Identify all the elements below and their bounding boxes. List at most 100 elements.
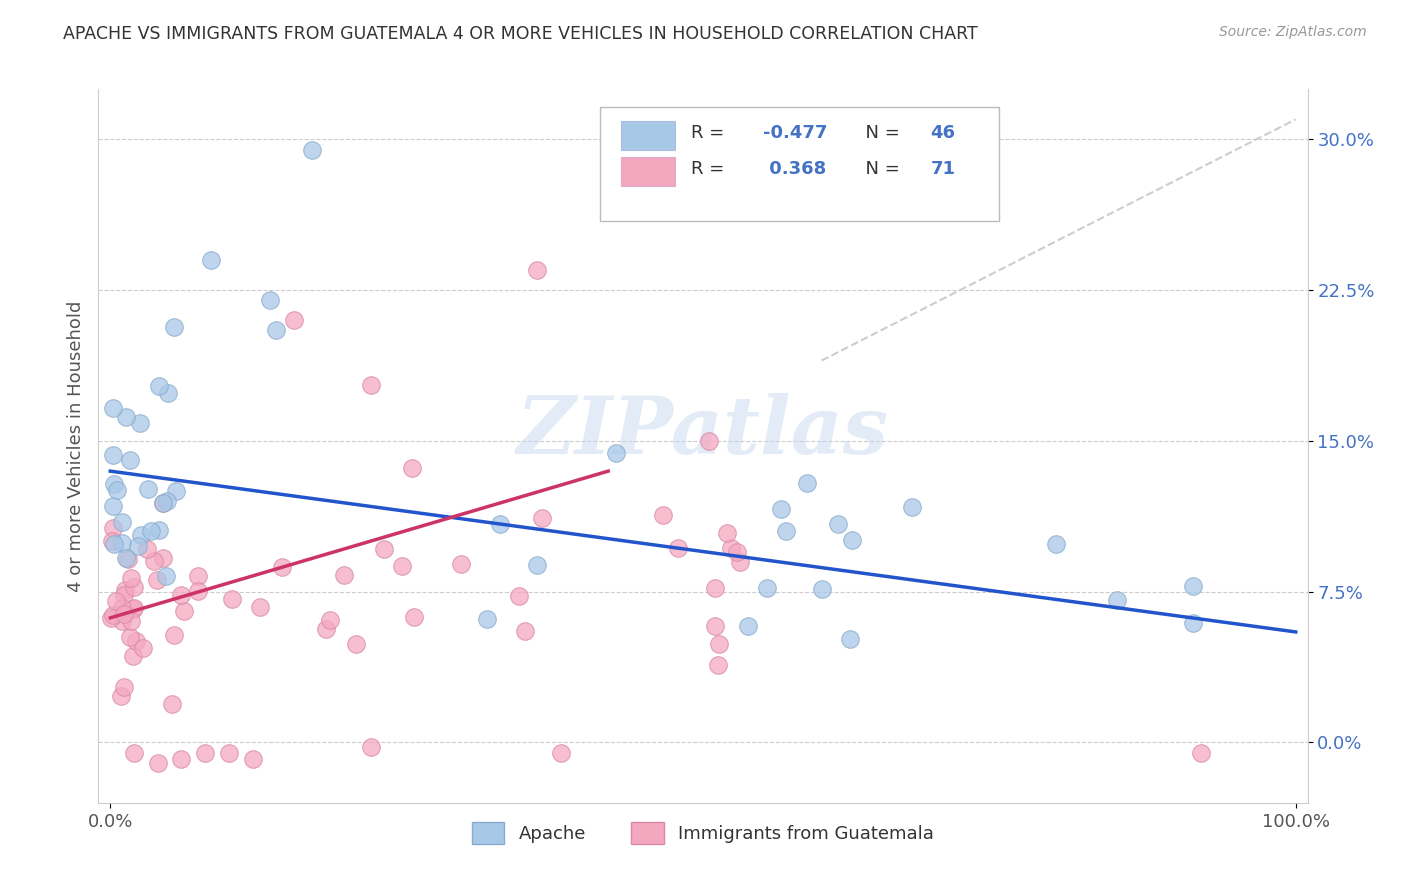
Point — [839, 632, 862, 647]
Bar — [621, 121, 675, 150]
Point — [531, 510, 554, 524]
Point — [100, 533, 122, 548]
Point — [652, 508, 675, 522]
Point — [221, 591, 243, 606]
Point — [796, 475, 818, 490]
Point — [401, 460, 423, 475]
Point — [111, 536, 134, 550]
Point — [187, 569, 209, 583]
Point — [122, 580, 145, 594]
Text: ZIPatlas: ZIPatlas — [517, 393, 889, 470]
Point — [475, 612, 498, 626]
Point — [118, 630, 141, 644]
Point — [107, 483, 129, 498]
Point — [115, 410, 138, 425]
Point — [725, 545, 748, 559]
Point — [170, 588, 193, 602]
Point — [112, 681, 135, 695]
Point — [103, 476, 125, 491]
Point — [156, 385, 179, 400]
Legend: Apache, Immigrants from Guatemala: Apache, Immigrants from Guatemala — [464, 814, 942, 851]
Point — [550, 746, 572, 760]
Point — [120, 571, 142, 585]
Point — [315, 622, 337, 636]
Point — [110, 690, 132, 704]
Point — [242, 751, 264, 765]
Point — [152, 496, 174, 510]
Point — [707, 658, 730, 673]
Point — [200, 253, 222, 268]
Point — [259, 293, 281, 308]
Point — [101, 448, 124, 462]
Text: Source: ZipAtlas.com: Source: ZipAtlas.com — [1219, 25, 1367, 39]
Text: 71: 71 — [931, 161, 955, 178]
Point — [100, 611, 122, 625]
Point — [319, 613, 342, 627]
Point — [373, 541, 395, 556]
Point — [152, 496, 174, 510]
Point — [1045, 537, 1067, 551]
Point — [770, 501, 793, 516]
Point — [526, 558, 548, 572]
Point — [737, 618, 759, 632]
Point — [118, 453, 141, 467]
Point — [146, 756, 169, 770]
Point — [1189, 746, 1212, 760]
Point — [450, 558, 472, 572]
Point — [811, 582, 834, 596]
Point — [136, 541, 159, 556]
Point — [104, 593, 127, 607]
Text: 0.368: 0.368 — [763, 161, 827, 178]
Point — [194, 746, 217, 760]
Point — [132, 641, 155, 656]
Point — [143, 554, 166, 568]
Point — [526, 263, 548, 277]
Point — [122, 649, 145, 664]
Point — [110, 600, 132, 615]
Point — [515, 624, 537, 639]
Point — [707, 637, 730, 651]
Point — [1105, 593, 1128, 607]
Point — [901, 500, 924, 515]
Y-axis label: 4 or more Vehicles in Household: 4 or more Vehicles in Household — [66, 301, 84, 591]
Point — [716, 526, 738, 541]
Point — [122, 602, 145, 616]
Point — [101, 608, 124, 623]
Point — [508, 589, 530, 603]
Point — [173, 604, 195, 618]
Point — [115, 551, 138, 566]
Point — [101, 499, 124, 513]
Point — [283, 313, 305, 327]
FancyBboxPatch shape — [600, 107, 1000, 221]
Point — [155, 569, 177, 583]
Point — [720, 541, 742, 556]
Point — [136, 483, 159, 497]
Point — [122, 746, 145, 760]
Point — [129, 416, 152, 430]
Point — [264, 323, 287, 337]
Point — [249, 600, 271, 615]
Point — [666, 541, 689, 556]
Point — [148, 524, 170, 538]
Point — [730, 555, 752, 569]
Point — [332, 567, 354, 582]
Point — [218, 746, 240, 760]
Point — [301, 143, 323, 157]
Point — [775, 524, 797, 539]
Text: R =: R = — [690, 125, 730, 143]
Point — [391, 558, 413, 573]
Point — [402, 609, 425, 624]
Text: 46: 46 — [931, 125, 955, 143]
Point — [120, 614, 142, 628]
Point — [344, 637, 367, 651]
Point — [146, 573, 169, 587]
Point — [841, 533, 863, 548]
Point — [103, 537, 125, 551]
Point — [704, 581, 727, 595]
Point — [156, 494, 179, 508]
Point — [163, 628, 186, 642]
Point — [270, 560, 292, 574]
Text: APACHE VS IMMIGRANTS FROM GUATEMALA 4 OR MORE VEHICLES IN HOUSEHOLD CORRELATION : APACHE VS IMMIGRANTS FROM GUATEMALA 4 OR… — [63, 25, 979, 43]
Point — [111, 614, 134, 628]
Point — [112, 588, 135, 602]
